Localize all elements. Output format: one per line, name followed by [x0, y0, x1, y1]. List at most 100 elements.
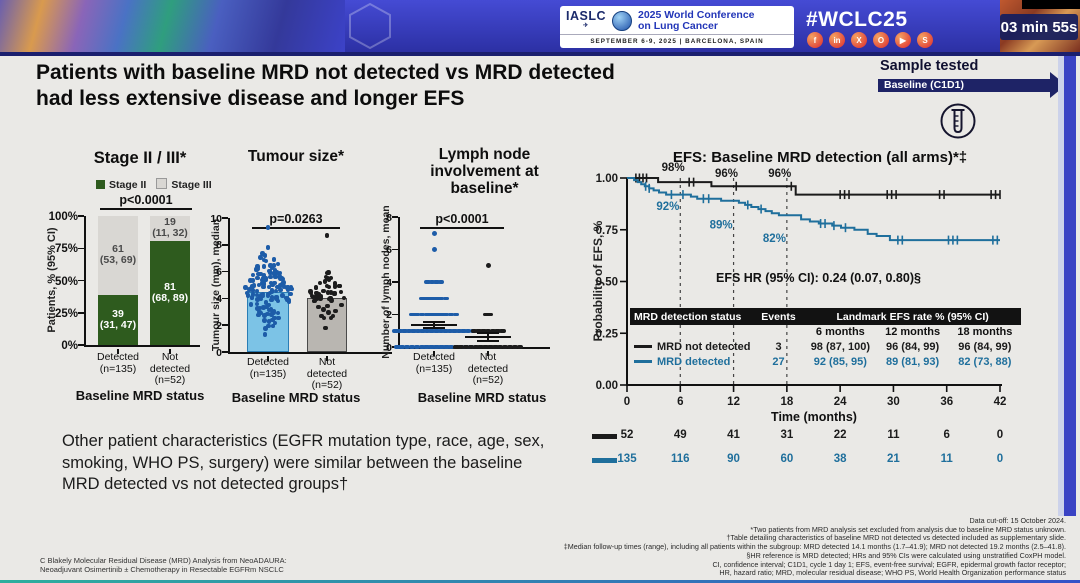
at-risk-count: 52	[620, 429, 634, 441]
dash-mark	[506, 345, 514, 349]
dash-mark	[460, 329, 467, 333]
km-curve	[627, 177, 1000, 196]
scatter-dot	[317, 281, 323, 286]
conference-hashtag: #WCLC25	[806, 8, 908, 31]
error-cap-bottom	[423, 327, 445, 329]
scatter-dot	[266, 319, 271, 324]
at-risk-count: 6	[943, 429, 950, 441]
scatter-dot	[311, 298, 316, 304]
youtube-icon[interactable]: ▶	[895, 32, 911, 48]
y-tick-mark	[78, 279, 84, 282]
scatter-dot	[257, 294, 263, 300]
at-risk-count: 31	[780, 429, 794, 441]
at-risk-count: 22	[833, 429, 847, 441]
at-risk-count: 11	[887, 429, 900, 441]
lymph-p-value: p<0.0001	[435, 212, 489, 226]
scatter-dot	[331, 313, 336, 318]
y-tick-label: 2	[386, 309, 392, 321]
scatter-dot	[249, 295, 254, 300]
landmark-table-header: MRD detection status Events Landmark EFS…	[630, 308, 1021, 325]
dash-mark	[418, 345, 425, 349]
km-percent-annotation: 89%	[710, 220, 733, 232]
scatter-dot	[328, 275, 334, 281]
y-tick-label: 10	[210, 212, 222, 225]
scatter-dot	[275, 261, 280, 266]
km-x-tick-label: 12	[727, 396, 740, 408]
scatter-dot	[328, 290, 334, 295]
dash-mark	[423, 329, 431, 333]
km-x-tick-label: 42	[994, 396, 1007, 408]
scatter-dot	[251, 283, 257, 288]
at-risk-count: 11	[940, 453, 953, 465]
stage-chart-title: Stage II / III*	[93, 149, 187, 167]
scatter-dot	[333, 284, 338, 289]
scatter-dot	[271, 271, 276, 276]
dash-mark	[403, 345, 411, 349]
stage2-swatch	[96, 179, 105, 189]
dash-mark	[433, 329, 440, 333]
scatter-dot	[274, 296, 279, 301]
scatter-dot	[266, 307, 271, 313]
dash-mark	[413, 345, 421, 349]
km-x-tick-label: 6	[677, 396, 683, 408]
km-plot-svg: 1.00 0.75 0.50 0.25 0.00 0 6 12 18 24 30 36 42 Time (…	[596, 162, 1007, 424]
scatter-dot	[247, 287, 252, 292]
footnote-line: §HR reference is MRD detected; HRs and 9…	[746, 550, 1066, 560]
at-risk-count: 60	[780, 453, 794, 465]
footnotes-block: Data cut-off: 15 October 2024. *Two patie…	[466, 516, 1066, 578]
scatter-dot	[326, 284, 332, 290]
dash-mark	[438, 345, 445, 349]
y-tick-mark	[222, 217, 228, 219]
lymph-p-line	[420, 227, 504, 229]
dash-mark	[462, 345, 470, 349]
instagram-icon[interactable]: O	[873, 32, 889, 48]
scatter-dot	[255, 306, 260, 311]
km-y-tick-label: 0.00	[596, 380, 618, 392]
y-tick-label: 0	[216, 346, 222, 359]
scatter-dot	[265, 245, 271, 250]
share-icon[interactable]: S	[917, 32, 933, 48]
scatter-dot	[269, 297, 274, 303]
km-x-tick-label: 0	[624, 396, 630, 408]
km-y-tick-label: 0.50	[596, 277, 618, 289]
y-tick-label: 4	[386, 276, 392, 289]
y-tick-mark	[222, 297, 228, 300]
y-tick-label: 8	[216, 239, 222, 252]
summary-paragraph: Other patient characteristics (EGFR muta…	[62, 432, 545, 493]
dash-mark	[428, 296, 435, 300]
scatter-dot	[326, 310, 331, 315]
scatter-dot	[325, 303, 330, 309]
linkedin-icon[interactable]: in	[829, 32, 845, 48]
scatter-dot	[314, 294, 319, 299]
at-risk-count: 116	[671, 453, 690, 465]
scatter-dot	[255, 292, 260, 298]
km-percent-annotation: 92%	[656, 201, 679, 213]
dash-mark	[418, 312, 426, 317]
tumour-plot-area: 0 2 4 6 8 10	[210, 213, 392, 361]
x-tick-mark	[117, 349, 119, 354]
x-tick-mark	[326, 356, 328, 361]
scatter-dot	[284, 295, 289, 301]
dash-mark	[438, 312, 445, 317]
tumour-x-axis-label: Baseline MRD status	[231, 390, 361, 405]
dash-mark	[405, 329, 413, 333]
km-chart-title: EFS: Baseline MRD detection (all arms)*‡	[672, 149, 968, 166]
dash-mark	[392, 329, 399, 333]
scatter-dot	[319, 314, 324, 319]
dash-mark	[437, 329, 445, 333]
scatter-dot	[272, 268, 278, 273]
x-tick-mark	[267, 356, 269, 361]
scatter-dot	[262, 257, 267, 262]
dash-mark	[410, 329, 417, 333]
dash-mark	[452, 312, 459, 317]
error-cap-top	[477, 332, 499, 335]
facebook-icon[interactable]: f	[807, 32, 823, 48]
dash-mark	[409, 312, 416, 317]
x-category-label: Not detected (n=52)	[149, 351, 191, 386]
x-category-label: Detected (n=135)	[246, 356, 290, 380]
y-tick-label: 100%	[48, 211, 78, 223]
conference-dates: SEPTEMBER 6-9, 2025 | BARCELONA, SPAIN	[560, 34, 794, 48]
km-x-tick-label: 24	[834, 396, 847, 408]
hr-annotation: EFS HR (95% CI): 0.24 (0.07, 0.80)§	[716, 271, 921, 285]
x-icon[interactable]: X	[851, 32, 867, 48]
